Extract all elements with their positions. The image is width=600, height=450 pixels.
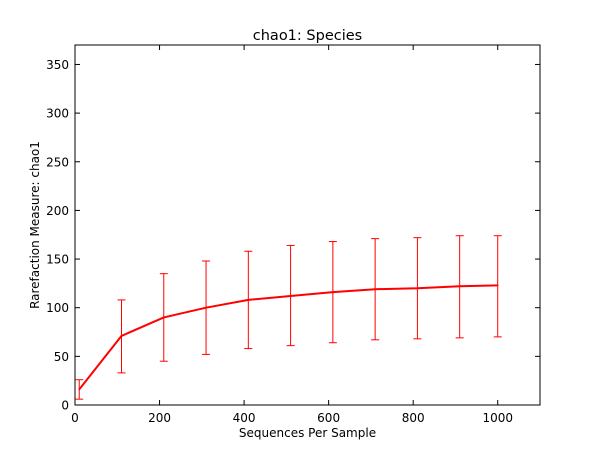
data-point [120,335,123,337]
y-tick-label: 350 [46,58,69,72]
data-point [374,288,376,291]
y-tick-label: 0 [61,399,69,413]
data-point [332,291,334,293]
plot-frame [74,44,541,406]
y-tick-label: 150 [46,253,69,267]
data-point [458,285,461,288]
x-axis-label: Sequences Per Sample [239,426,376,440]
data-point [496,284,499,287]
y-tick-label: 100 [46,301,69,315]
data-point [247,299,250,301]
y-tick-label: 50 [54,350,69,364]
y-tick-label: 200 [46,204,69,218]
x-tick-label: 400 [233,411,256,425]
y-tick-label: 250 [46,155,69,169]
x-tick-label: 1000 [482,411,513,425]
x-tick-label: 600 [317,411,340,425]
plot-area: 0 200 400 600 800 1000 0 50 100 150 200 250 300 350 [46,44,541,425]
data-point [78,388,81,391]
data-point [162,316,165,319]
data-point [289,295,292,297]
x-tick-label: 800 [402,411,425,425]
data-point [205,306,207,309]
series-line [78,284,498,391]
chart-title: chao1: Species [253,28,362,44]
y-axis-label: Rarefaction Measure: chao1 [28,141,42,309]
x-tick-label: 0 [71,411,79,425]
data-point [416,287,419,290]
y-tick-label: 300 [46,107,69,121]
x-tick-label: 200 [148,411,171,425]
